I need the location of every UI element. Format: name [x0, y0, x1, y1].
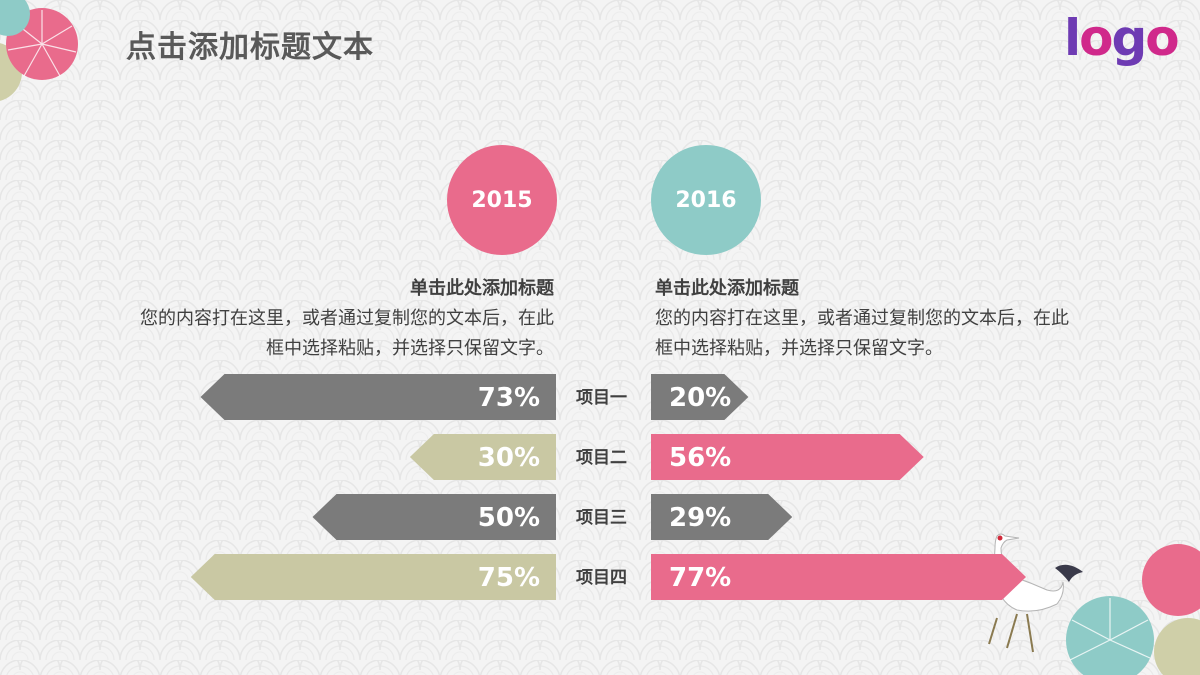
year-circle-2015: 2015 [447, 145, 557, 255]
category-label-4: 项目四 [576, 568, 627, 588]
category-label-2: 项目二 [576, 448, 627, 468]
bar-label-2016-1: 20% [669, 383, 731, 413]
bar-label-2015-3: 50% [478, 503, 540, 533]
left-body-line-2: 框中选择粘贴，并选择只保留文字。 [266, 338, 554, 359]
bar-label-2015-1: 73% [478, 383, 540, 413]
logo: logo [1064, 9, 1180, 67]
bar-2015-2 [409, 434, 556, 480]
bar-label-2015-4: 75% [478, 563, 540, 593]
page-title: 点击添加标题文本 [126, 30, 374, 65]
bar-2015-4 [190, 554, 556, 600]
bottom-right-flower-decoration [1066, 544, 1200, 675]
bar-2015-3 [312, 494, 556, 540]
category-label-1: 项目一 [576, 388, 627, 408]
bar-label-2016-2: 56% [669, 443, 731, 473]
left-block-heading: 单击此处添加标题 [410, 278, 554, 299]
year-circle-2016: 2016 [651, 145, 761, 255]
bar-2016-4 [651, 554, 1026, 600]
right-body-line-1: 您的内容打在这里，或者通过复制您的文本后，在此 [655, 308, 1069, 329]
year-label: 2015 [471, 187, 533, 213]
bar-label-2016-4: 77% [669, 563, 731, 593]
year-label: 2016 [675, 187, 737, 213]
bar-label-2015-2: 30% [478, 443, 540, 473]
bar-2016-1 [651, 374, 749, 420]
bar-2016-2 [651, 434, 924, 480]
right-body-line-2: 框中选择粘贴，并选择只保留文字。 [655, 338, 943, 359]
bar-2015-1 [200, 374, 557, 420]
right-block-body: 您的内容打在这里，或者通过复制您的文本后，在此 框中选择粘贴，并选择只保留文字。 [655, 304, 1135, 364]
bar-label-2016-3: 29% [669, 503, 731, 533]
left-block-body: 您的内容打在这里，或者通过复制您的文本后，在此 框中选择粘贴，并选择只保留文字。 [40, 304, 554, 364]
right-block-heading: 单击此处添加标题 [655, 278, 799, 299]
left-body-line-1: 您的内容打在这里，或者通过复制您的文本后，在此 [140, 308, 554, 329]
bar-2016-3 [651, 494, 793, 540]
category-label-3: 项目三 [576, 508, 627, 528]
top-left-flower-decoration [0, 0, 78, 101]
